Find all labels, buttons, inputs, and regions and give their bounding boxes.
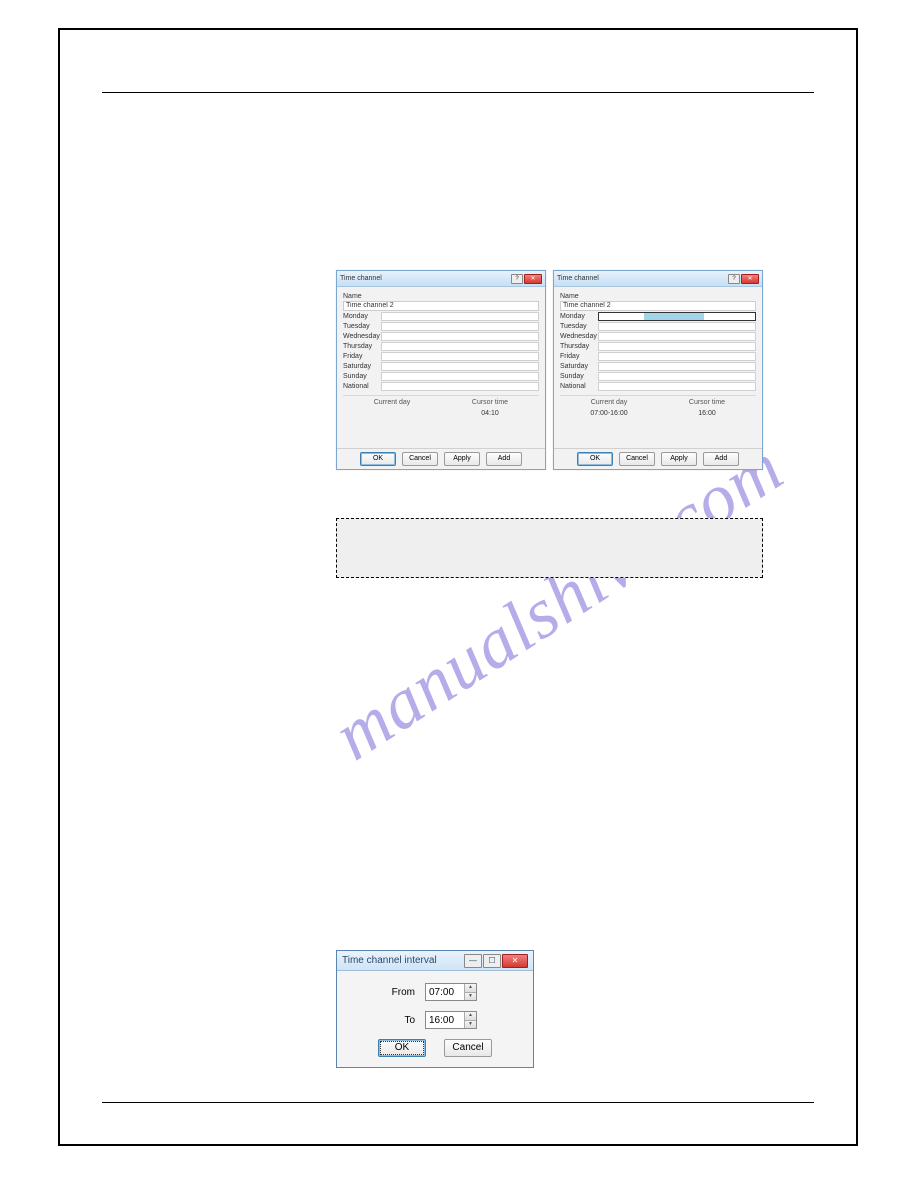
day-track-thursday[interactable] (381, 342, 539, 351)
ok-button[interactable]: OK (378, 1039, 426, 1057)
day-label: Sunday (343, 373, 381, 380)
window-title: Time channel interval (342, 955, 464, 966)
day-track-wednesday[interactable] (381, 332, 539, 341)
day-track-wednesday[interactable] (598, 332, 756, 341)
current-day-value: 07:00-16:00 (560, 410, 658, 417)
to-value: 16:00 (429, 1015, 454, 1026)
cursor-time-value: 04:10 (441, 410, 539, 417)
close-icon[interactable]: ✕ (524, 274, 542, 284)
day-track-tuesday[interactable] (598, 322, 756, 331)
cancel-button[interactable]: Cancel (444, 1039, 492, 1057)
ok-button[interactable]: OK (577, 452, 613, 466)
name-label: Name (560, 293, 756, 300)
day-track-tuesday[interactable] (381, 322, 539, 331)
cancel-button[interactable]: Cancel (402, 452, 438, 466)
day-label: Monday (560, 313, 598, 320)
help-icon[interactable]: ? (511, 274, 523, 284)
help-icon[interactable]: ? (728, 274, 740, 284)
day-label: Wednesday (560, 333, 598, 340)
from-value: 07:00 (429, 987, 454, 998)
time-channel-dialog-filled: Time channel ? ✕ Name Time channel 2 Mon… (553, 270, 763, 470)
day-label: Thursday (560, 343, 598, 350)
from-spinner[interactable]: 07:00 ▲▼ (425, 983, 477, 1001)
current-day-header: Current day (560, 399, 658, 406)
day-label: Tuesday (560, 323, 598, 330)
day-track-national[interactable] (598, 382, 756, 391)
time-channel-dialog-empty: Time channel ? ✕ Name Time channel 2 Mon… (336, 270, 546, 470)
name-label: Name (343, 293, 539, 300)
day-label: Tuesday (343, 323, 381, 330)
name-input[interactable]: Time channel 2 (343, 301, 539, 311)
to-label: To (355, 1015, 425, 1026)
cursor-time-header: Cursor time (658, 399, 756, 406)
day-label: Friday (560, 353, 598, 360)
titlebar[interactable]: Time channel ? ✕ (337, 271, 545, 287)
maximize-icon[interactable]: ☐ (483, 954, 501, 968)
day-track-monday[interactable] (598, 312, 756, 321)
day-label: Saturday (560, 363, 598, 370)
from-label: From (355, 987, 425, 998)
add-button[interactable]: Add (486, 452, 522, 466)
titlebar[interactable]: Time channel interval — ☐ ✕ (337, 951, 533, 971)
day-track-monday[interactable] (381, 312, 539, 321)
add-button[interactable]: Add (703, 452, 739, 466)
day-track-sunday[interactable] (598, 372, 756, 381)
day-label: Thursday (343, 343, 381, 350)
window-title: Time channel (340, 275, 511, 282)
day-track-sunday[interactable] (381, 372, 539, 381)
day-track-saturday[interactable] (598, 362, 756, 371)
spin-up-icon[interactable]: ▲ (464, 1012, 476, 1021)
to-spinner[interactable]: 16:00 ▲▼ (425, 1011, 477, 1029)
day-track-friday[interactable] (381, 352, 539, 361)
close-icon[interactable]: ✕ (502, 954, 528, 968)
day-fill-monday (644, 313, 703, 320)
day-label: Saturday (343, 363, 381, 370)
day-track-national[interactable] (381, 382, 539, 391)
header-rule (102, 92, 814, 93)
day-track-thursday[interactable] (598, 342, 756, 351)
apply-button[interactable]: Apply (661, 452, 697, 466)
day-label: Sunday (560, 373, 598, 380)
day-track-saturday[interactable] (381, 362, 539, 371)
apply-button[interactable]: Apply (444, 452, 480, 466)
footer-rule (102, 1102, 814, 1103)
current-day-header: Current day (343, 399, 441, 406)
note-box (336, 518, 763, 578)
day-label: National (560, 383, 598, 390)
name-input[interactable]: Time channel 2 (560, 301, 756, 311)
spin-down-icon[interactable]: ▼ (464, 993, 476, 1001)
day-label: Wednesday (343, 333, 381, 340)
window-title: Time channel (557, 275, 728, 282)
ok-button[interactable]: OK (360, 452, 396, 466)
time-channel-interval-dialog: Time channel interval — ☐ ✕ From 07:00 ▲… (336, 950, 534, 1068)
day-track-friday[interactable] (598, 352, 756, 361)
spin-down-icon[interactable]: ▼ (464, 1021, 476, 1029)
cursor-time-header: Cursor time (441, 399, 539, 406)
spin-up-icon[interactable]: ▲ (464, 984, 476, 993)
titlebar[interactable]: Time channel ? ✕ (554, 271, 762, 287)
close-icon[interactable]: ✕ (741, 274, 759, 284)
cancel-button[interactable]: Cancel (619, 452, 655, 466)
day-label: Monday (343, 313, 381, 320)
minimize-icon[interactable]: — (464, 954, 482, 968)
day-label: Friday (343, 353, 381, 360)
day-label: National (343, 383, 381, 390)
cursor-time-value: 16:00 (658, 410, 756, 417)
